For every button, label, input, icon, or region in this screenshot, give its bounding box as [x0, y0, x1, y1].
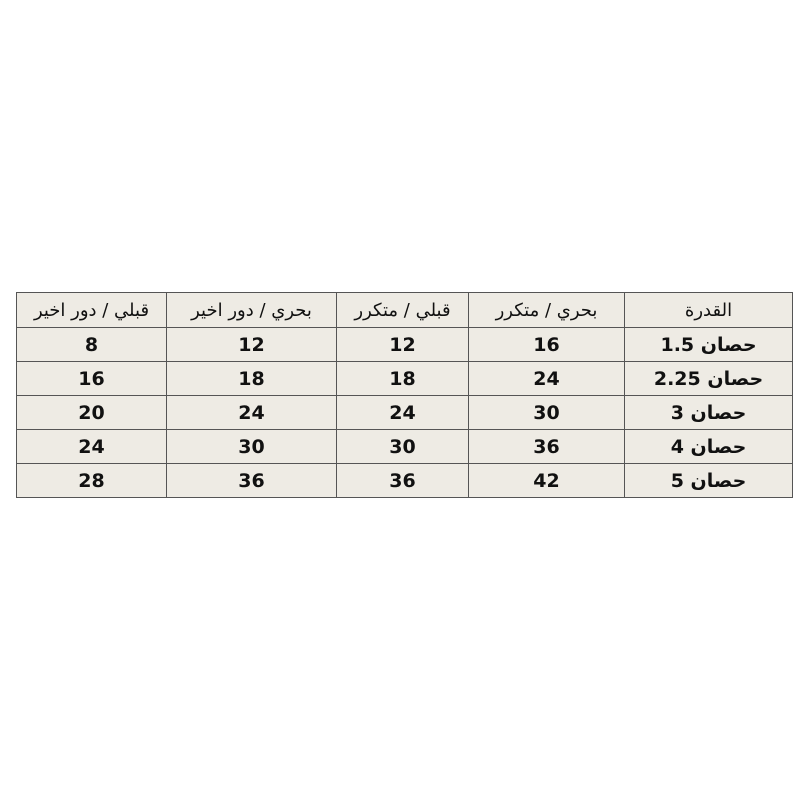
header-south-repeated: قبلي / متكرر	[336, 292, 469, 328]
cell-north-repeated: 30	[468, 395, 625, 430]
header-capacity: القدرة	[624, 292, 793, 328]
cell-south-top-floor: 16	[16, 361, 167, 396]
cell-capacity: حصان 3	[624, 395, 793, 430]
header-north-repeated: بحري / متكرر	[468, 292, 625, 328]
cell-north-top-floor: 36	[166, 463, 337, 498]
cell-capacity: حصان 1.5	[624, 327, 793, 362]
cell-south-repeated: 18	[336, 361, 469, 396]
cell-south-repeated: 30	[336, 429, 469, 464]
cell-capacity: حصان 4	[624, 429, 793, 464]
cell-capacity: حصان 2.25	[624, 361, 793, 396]
header-row: القدرة بحري / متكرر قبلي / متكرر بحري / …	[16, 292, 793, 328]
cell-north-top-floor: 30	[166, 429, 337, 464]
cell-north-top-floor: 12	[166, 327, 337, 362]
table-row: حصان 1.5 16 12 12 8	[16, 327, 793, 362]
cell-north-top-floor: 18	[166, 361, 337, 396]
table-row: حصان 2.25 24 18 18 16	[16, 361, 793, 396]
cell-south-top-floor: 28	[16, 463, 167, 498]
cell-north-top-floor: 24	[166, 395, 337, 430]
cell-north-repeated: 16	[468, 327, 625, 362]
cell-north-repeated: 24	[468, 361, 625, 396]
cell-south-top-floor: 8	[16, 327, 167, 362]
table-row: حصان 3 30 24 24 20	[16, 395, 793, 430]
cell-south-top-floor: 24	[16, 429, 167, 464]
table-row: حصان 5 42 36 36 28	[16, 463, 793, 498]
header-south-top-floor: قبلي / دور اخير	[16, 292, 167, 328]
cell-south-repeated: 36	[336, 463, 469, 498]
cell-south-repeated: 12	[336, 327, 469, 362]
cell-north-repeated: 36	[468, 429, 625, 464]
table-row: حصان 4 36 30 30 24	[16, 429, 793, 464]
capacity-table: القدرة بحري / متكرر قبلي / متكرر بحري / …	[16, 292, 793, 498]
cell-south-top-floor: 20	[16, 395, 167, 430]
header-north-top-floor: بحري / دور اخير	[166, 292, 337, 328]
cell-capacity: حصان 5	[624, 463, 793, 498]
cell-north-repeated: 42	[468, 463, 625, 498]
cell-south-repeated: 24	[336, 395, 469, 430]
